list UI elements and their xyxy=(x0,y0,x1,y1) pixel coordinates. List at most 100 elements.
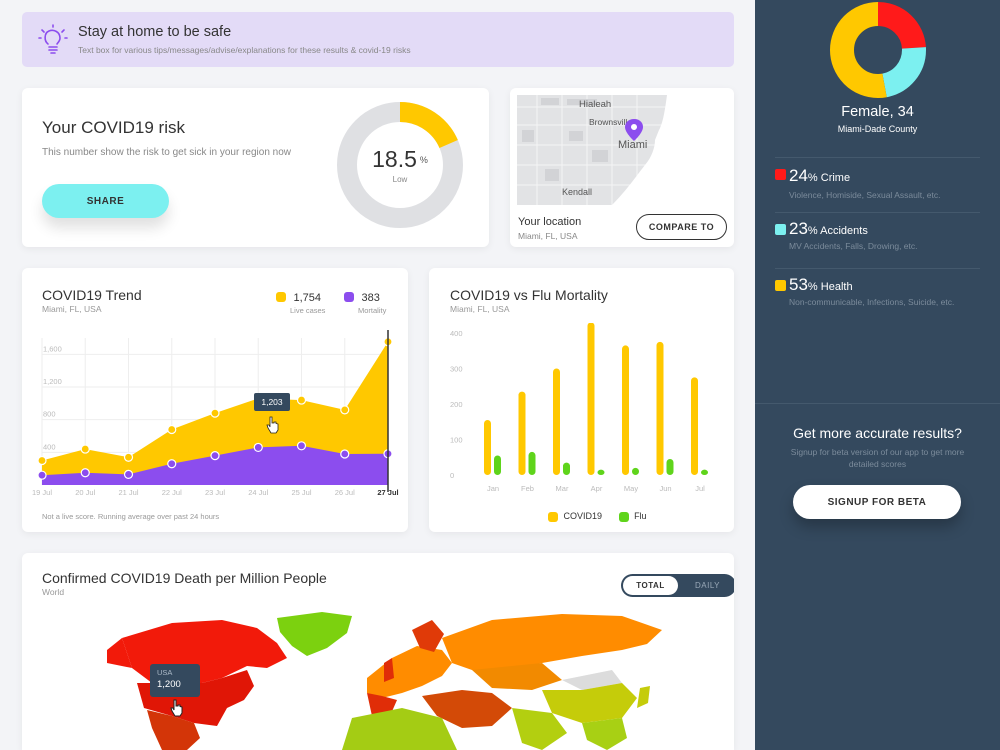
bar-flu xyxy=(494,455,501,475)
map-mexico[interactable] xyxy=(147,710,200,750)
location-card: Hialeah Brownsville Miami Kendall Your l… xyxy=(510,88,734,247)
map-iberia[interactable] xyxy=(367,693,397,716)
deaths-title: Confirmed COVID19 Death per Million Peop… xyxy=(42,570,327,586)
cases-value: 1,754 xyxy=(293,292,321,304)
donut-slice-accidents xyxy=(830,2,926,98)
covid-legend-label: COVID19 xyxy=(563,511,603,521)
trend-point xyxy=(37,455,47,466)
bar-y-tick: 400 xyxy=(450,329,463,338)
trend-title: COVID19 Trend xyxy=(42,287,142,303)
bar-flu xyxy=(528,451,536,475)
map-southeast-asia[interactable] xyxy=(582,718,627,750)
accidents-label: % Accidents xyxy=(807,225,868,237)
trend-x-tick: 25 Jul xyxy=(291,488,311,497)
map-india[interactable] xyxy=(512,708,567,750)
map-china[interactable] xyxy=(542,683,637,723)
bar-covid xyxy=(587,323,595,475)
bar-flu xyxy=(666,459,674,475)
map-japan[interactable] xyxy=(637,686,650,708)
share-button[interactable]: SHARE xyxy=(42,184,169,218)
health-label: % Health xyxy=(807,281,853,293)
risk-level: Low xyxy=(392,175,408,184)
trend-point xyxy=(123,469,134,479)
trend-x-tick: 27 Jul xyxy=(377,488,398,497)
trend-x-tick: 20 Jul xyxy=(75,488,95,497)
stat-health: 53% Health Non-communicable, Infections,… xyxy=(775,268,980,323)
trend-tooltip-box xyxy=(254,393,290,411)
trend-point xyxy=(37,470,47,480)
map-kazakhstan[interactable] xyxy=(472,663,562,690)
map-mongolia[interactable] xyxy=(562,670,622,690)
bar-y-tick: 100 xyxy=(450,436,463,445)
signup-button[interactable]: SIGNUP FOR BETA xyxy=(793,485,961,519)
world-map[interactable] xyxy=(22,608,734,750)
trend-y-tick: 800 xyxy=(43,410,56,419)
health-stat: 53% Health xyxy=(789,275,853,295)
map-europe[interactable] xyxy=(367,646,452,698)
flu-legend-label: Flu xyxy=(634,511,647,521)
svg-text:Brownsville: Brownsville xyxy=(589,117,632,127)
map-canada[interactable] xyxy=(122,620,287,683)
accidents-swatch xyxy=(775,224,786,235)
risk-number: 18.5 xyxy=(372,146,417,172)
location-pin-icon xyxy=(625,119,643,141)
svg-text:Miami: Miami xyxy=(618,139,647,151)
risk-breakdown-donut xyxy=(830,2,926,98)
risk-card: Your COVID19 risk This number show the r… xyxy=(22,88,489,247)
profile-name: Female, 34 xyxy=(841,104,914,120)
flu-swatch xyxy=(618,511,629,522)
svg-text:Hialeah: Hialeah xyxy=(579,99,611,110)
trend-chart: 1,600 1,200 800 400 19 Jul 20 Jul 21 Jul 22 Jul… xyxy=(32,330,399,497)
location-map[interactable]: Hialeah Brownsville Miami Kendall xyxy=(517,95,727,205)
bar-flu xyxy=(632,467,639,475)
map-uk[interactable] xyxy=(384,658,394,682)
trend-x-tick: 19 Jul xyxy=(32,488,52,497)
trend-footnote: Not a live score. Running average over p… xyxy=(42,512,220,521)
map-greenland[interactable] xyxy=(277,612,352,656)
bar-x-tick: May xyxy=(624,484,638,493)
trend-y-tick: 1,600 xyxy=(43,344,62,353)
trend-point xyxy=(167,459,177,469)
trend-card: COVID19 Trend Miami, FL, USA 1,754 Live … xyxy=(22,268,408,532)
bar-flu xyxy=(597,469,605,475)
total-daily-toggle[interactable]: TOTAL DAILY xyxy=(621,574,734,597)
bar-x-tick: Mar xyxy=(556,484,569,493)
bar-y-tick: 200 xyxy=(450,400,463,409)
crime-desc: Violence, Homiside, Sexual Assault, etc. xyxy=(789,190,941,200)
crime-stat: 24% Crime xyxy=(789,166,850,186)
bar-x-tick: Feb xyxy=(521,484,534,493)
risk-unit: % xyxy=(419,155,428,165)
cursor-hand-icon xyxy=(266,416,279,434)
health-swatch xyxy=(775,280,786,291)
crime-swatch xyxy=(775,169,786,180)
trend-point xyxy=(210,408,220,418)
crime-label: % Crime xyxy=(807,172,851,184)
bar-covid xyxy=(656,341,664,475)
map-middle-east[interactable] xyxy=(422,690,512,728)
bar-x-tick: Apr xyxy=(591,484,603,493)
compare-to-button[interactable]: COMPARE TO xyxy=(636,214,727,240)
accidents-stat: 23% Accidents xyxy=(789,219,868,239)
trend-point xyxy=(296,441,307,451)
trend-point xyxy=(210,451,220,461)
tooltip-country: USA xyxy=(157,668,173,677)
crime-value: 24 xyxy=(789,166,808,185)
cursor-hand-icon xyxy=(170,699,183,717)
bar-x-tick: Jul xyxy=(695,484,705,493)
deaths-subtitle: World xyxy=(42,587,65,597)
mortality-label: Mortality xyxy=(358,306,387,315)
toggle-daily[interactable]: DAILY xyxy=(694,581,721,590)
map-scandinavia[interactable] xyxy=(412,620,444,652)
cta-text: Signup for beta version of our app to ge… xyxy=(790,447,965,469)
bar-flu xyxy=(563,462,570,475)
map-russia[interactable] xyxy=(442,614,662,670)
map-alaska[interactable] xyxy=(107,638,132,668)
toggle-total[interactable]: TOTAL xyxy=(623,576,678,595)
stat-accidents: 23% Accidents MV Accidents, Falls, Drowi… xyxy=(775,212,980,268)
mortality-chart: 400 300 200 100 0 Jan Feb Mar Apr May Jun Jul xyxy=(450,323,708,493)
covid-swatch xyxy=(548,511,558,522)
trend-tooltip-value: 1,203 xyxy=(261,397,283,407)
trend-point xyxy=(296,395,307,405)
map-africa-north[interactable] xyxy=(342,708,457,750)
trend-subtitle: Miami, FL, USA xyxy=(42,304,102,314)
